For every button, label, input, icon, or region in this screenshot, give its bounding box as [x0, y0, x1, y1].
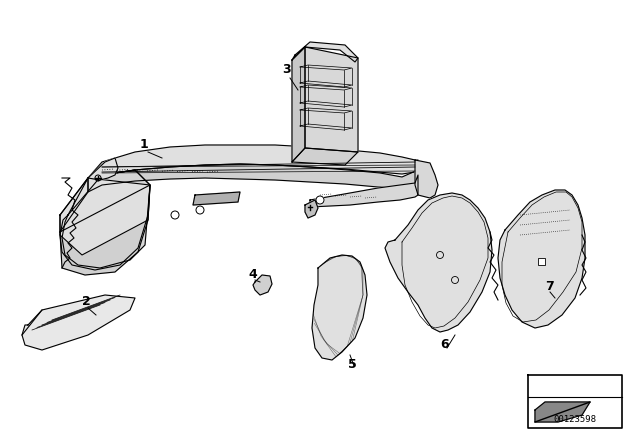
Polygon shape — [385, 193, 492, 332]
Polygon shape — [22, 295, 135, 350]
Text: 4: 4 — [248, 268, 257, 281]
Text: 00123598: 00123598 — [554, 415, 596, 424]
Polygon shape — [60, 178, 150, 255]
Polygon shape — [535, 402, 590, 422]
Polygon shape — [60, 170, 150, 270]
Polygon shape — [193, 192, 240, 205]
Text: 5: 5 — [348, 358, 356, 371]
Polygon shape — [310, 175, 418, 207]
Polygon shape — [253, 275, 272, 295]
Text: 6: 6 — [440, 338, 449, 351]
Text: 3: 3 — [282, 63, 291, 76]
Circle shape — [316, 196, 324, 204]
Polygon shape — [62, 170, 150, 268]
Polygon shape — [312, 255, 367, 360]
Polygon shape — [292, 47, 305, 162]
Circle shape — [171, 211, 179, 219]
Polygon shape — [60, 178, 88, 232]
Polygon shape — [60, 185, 150, 275]
Polygon shape — [292, 42, 358, 62]
Text: 2: 2 — [82, 295, 91, 308]
Text: 7: 7 — [545, 280, 554, 293]
Polygon shape — [415, 160, 438, 198]
Polygon shape — [88, 164, 418, 192]
Polygon shape — [88, 145, 418, 178]
Text: 1: 1 — [140, 138, 148, 151]
Polygon shape — [305, 47, 358, 152]
Polygon shape — [88, 158, 118, 180]
Polygon shape — [292, 148, 358, 165]
Polygon shape — [498, 190, 585, 328]
Polygon shape — [305, 200, 318, 218]
Circle shape — [196, 206, 204, 214]
Bar — [538, 258, 545, 265]
